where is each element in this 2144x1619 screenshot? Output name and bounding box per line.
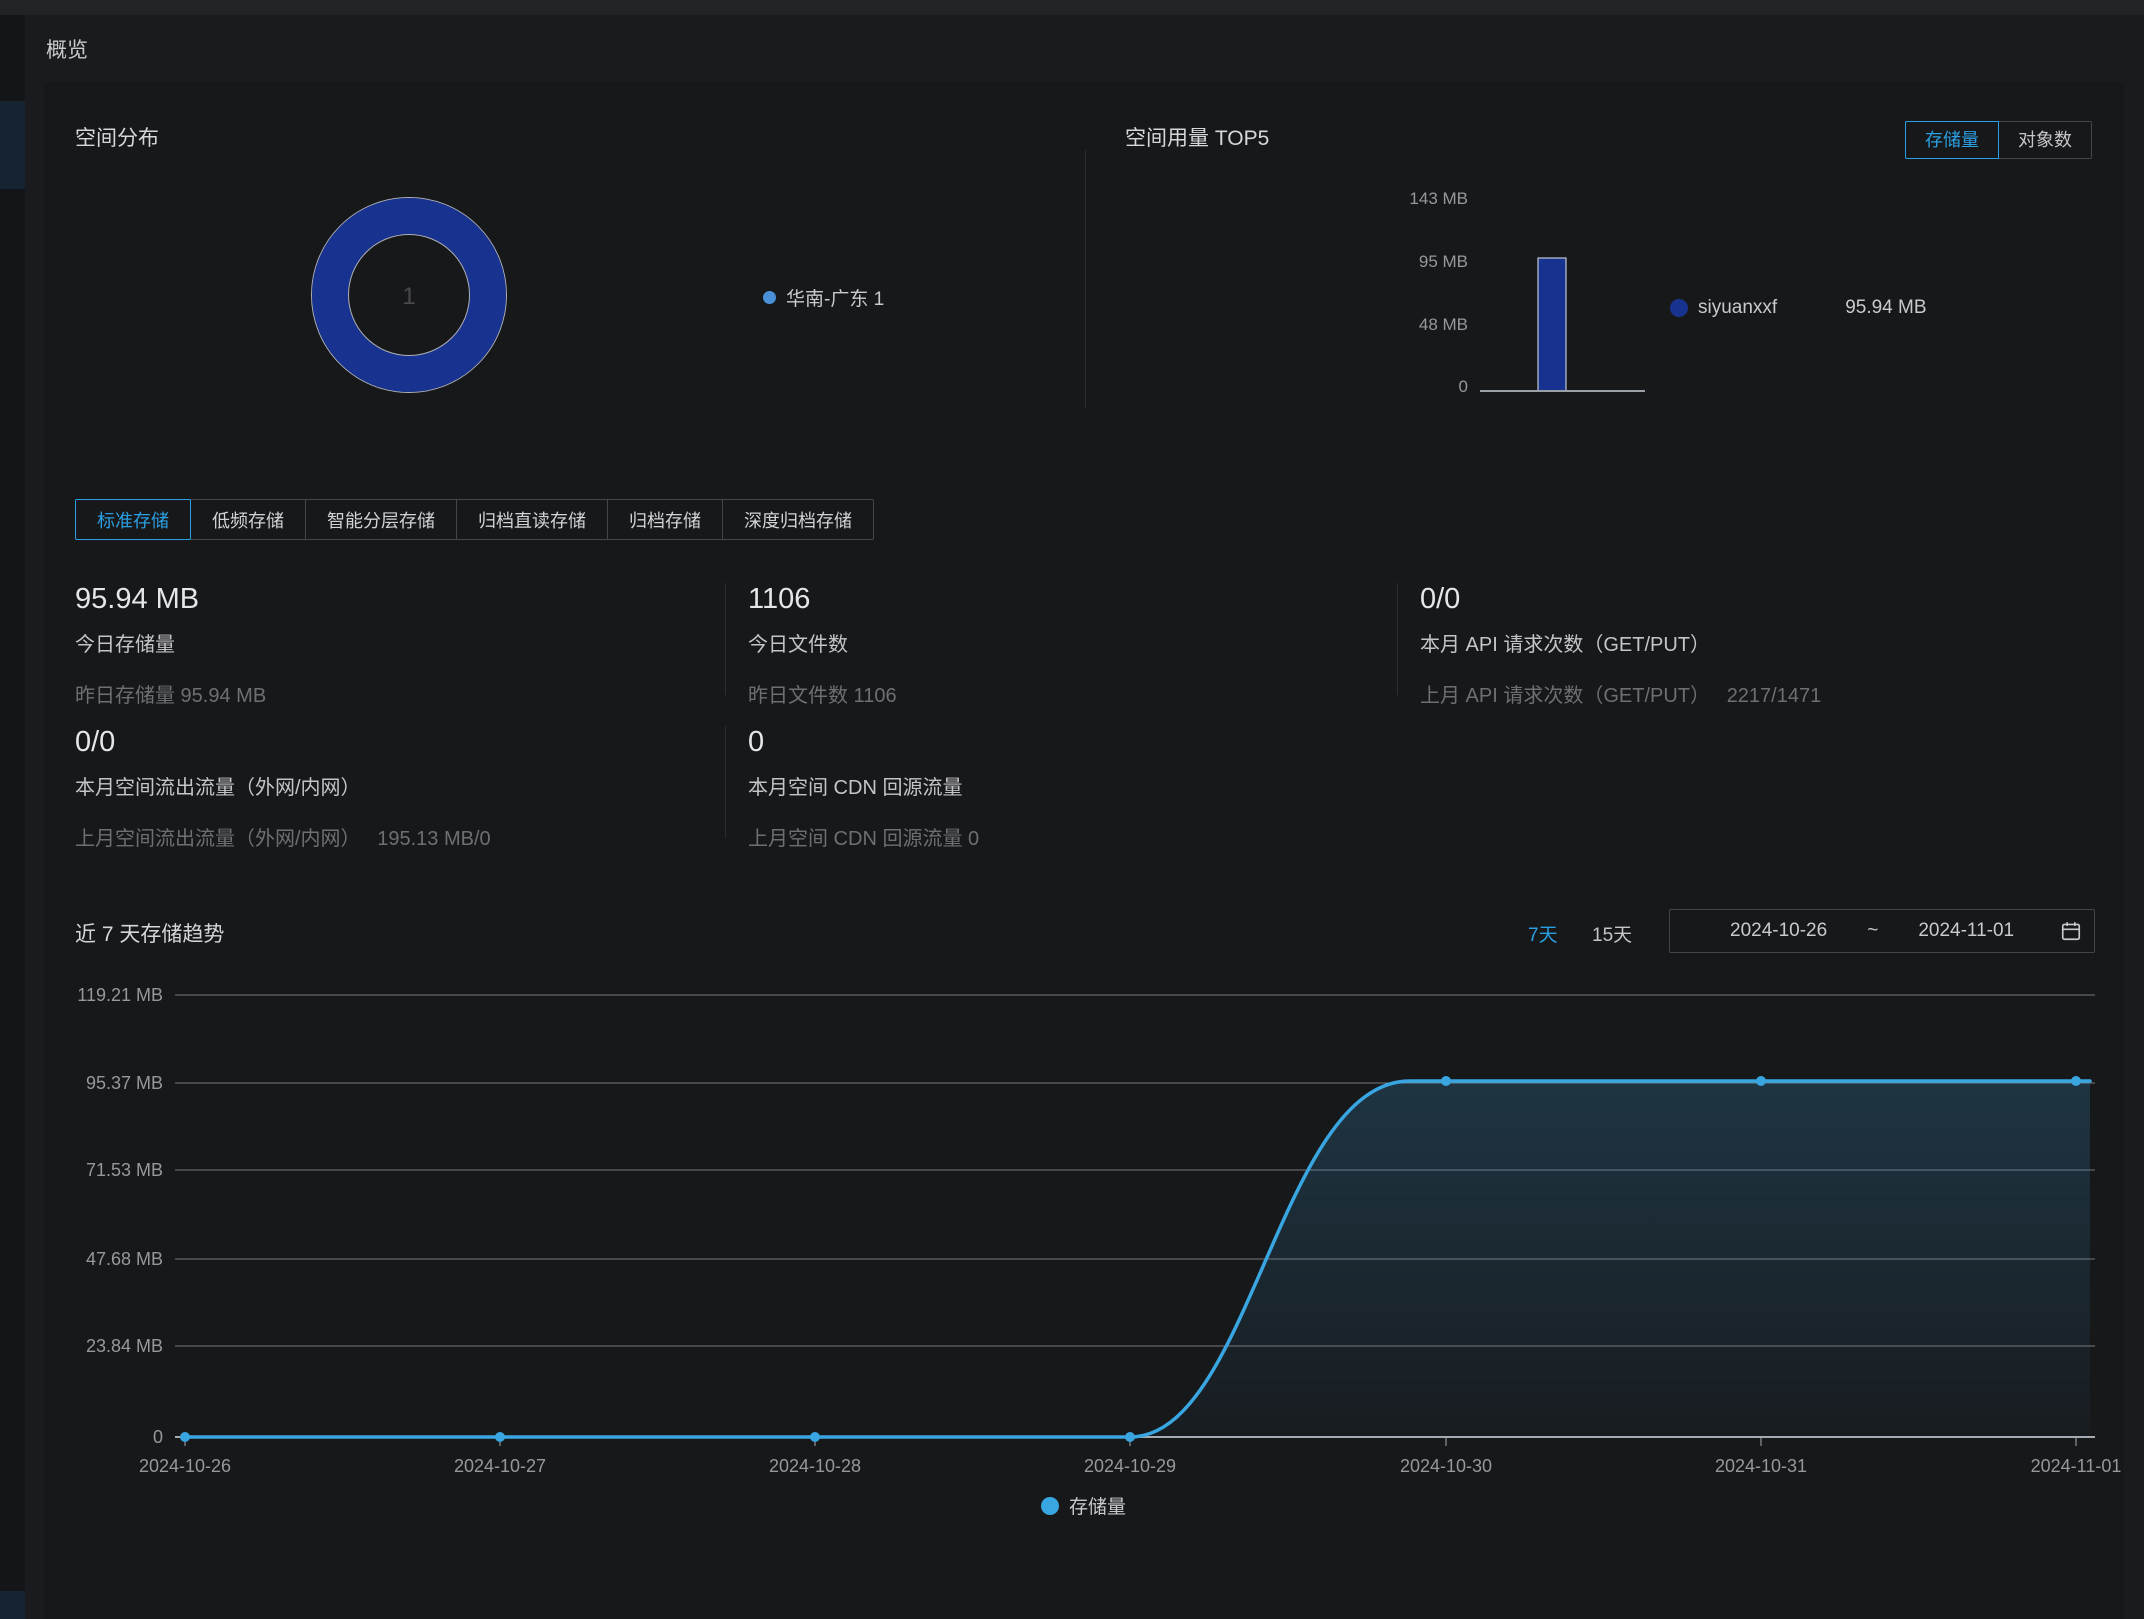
x-tick-label: 2024-10-26 — [139, 1456, 231, 1476]
stat-label: 本月空间流出流量（外网/内网） — [75, 777, 361, 799]
space-distribution-donut-chart: 1 — [311, 197, 507, 393]
space-top5-title: 空间用量 TOP5 — [1125, 127, 1270, 150]
date-end[interactable]: 2024-11-01 — [1918, 920, 2015, 941]
legend-dot-icon — [1041, 1496, 1059, 1515]
data-point-2024-11-01 — [2071, 1076, 2081, 1086]
stat-divider — [725, 583, 726, 695]
stat-value: 95.94 MB — [75, 583, 200, 615]
tab-infrequent-storage[interactable]: 低频存储 — [190, 499, 306, 540]
bar-y-tick-label: 95 MB — [1419, 252, 1468, 271]
legend-dot-icon — [1670, 299, 1688, 317]
stat-sub: 昨日存储量 95.94 MB — [75, 685, 267, 707]
bar-y-tick-label: 48 MB — [1419, 315, 1468, 334]
x-tick-label: 2024-10-29 — [1084, 1456, 1176, 1476]
data-point-2024-10-28 — [810, 1432, 820, 1442]
y-tick-label: 95.37 MB — [86, 1073, 163, 1093]
storage-trend-chart: 119.21 MB 95.37 MB 71.53 MB 47.68 MB 23.… — [77, 985, 2122, 1476]
y-tick-label: 0 — [153, 1427, 163, 1447]
trend-legend-item[interactable]: 存储量 — [1041, 1492, 1126, 1519]
stat-sub: 上月空间 CDN 回源流量 0 — [748, 828, 980, 850]
donut-inner-edge — [348, 234, 470, 356]
bar-y-tick-label: 0 — [1459, 377, 1468, 396]
trend-line — [183, 1079, 2092, 1439]
space-top5-bar-chart: 143 MB 95 MB 48 MB 0 — [1409, 189, 1645, 396]
data-point-2024-10-27 — [495, 1432, 505, 1442]
stat-cdn-origin-traffic: 0 本月空间 CDN 回源流量 上月空间 CDN 回源流量 0 — [748, 726, 979, 851]
stat-label: 今日文件数 — [748, 634, 848, 656]
stat-sub: 上月空间流出流量（外网/内网） 195.13 MB/0 — [75, 828, 491, 850]
stat-sub: 上月 API 请求次数（GET/PUT） 2217/1471 — [1420, 685, 1822, 707]
date-separator: ~ — [1867, 920, 1879, 941]
x-tick-label: 2024-10-28 — [769, 1456, 861, 1476]
range-15d-button[interactable]: 15天 — [1592, 920, 1632, 947]
stat-value: 0 — [748, 726, 765, 758]
panel-divider — [1085, 150, 1086, 408]
bar-siyuanxxf — [1537, 257, 1567, 392]
bar-y-tick-label: 143 MB — [1409, 189, 1468, 208]
trend-title: 近 7 天存储趋势 — [75, 923, 225, 946]
legend-label: 华南-广东 1 — [786, 289, 885, 310]
tab-archive-storage[interactable]: 归档存储 — [607, 499, 723, 540]
stat-outflow-traffic: 0/0 本月空间流出流量（外网/内网） 上月空间流出流量（外网/内网） 195.… — [75, 726, 491, 851]
stat-value: 0/0 — [75, 726, 116, 758]
overview-card: 空间分布 1 华南-广东 1 空间用量 TOP5 存储量 对象数 143 MB … — [44, 82, 2124, 1619]
donut-center-label: 1 — [402, 283, 415, 310]
x-tick-label: 2024-11-01 — [2031, 1456, 2122, 1476]
toggle-storage-button[interactable]: 存储量 — [1905, 121, 1999, 159]
stat-api-requests: 0/0 本月 API 请求次数（GET/PUT） 上月 API 请求次数（GET… — [1420, 583, 1821, 708]
stat-label: 本月空间 CDN 回源流量 — [748, 777, 963, 799]
trend-legend-label: 存储量 — [1069, 1497, 1127, 1518]
trend-area-fill — [1130, 1081, 2090, 1437]
stat-divider — [725, 726, 726, 838]
space-top5-legend-item[interactable]: siyuanxxf 95.94 MB — [1670, 297, 1927, 319]
range-7d-button[interactable]: 7天 — [1528, 920, 1558, 947]
space-distribution-title: 空间分布 — [75, 127, 159, 150]
stat-value: 0/0 — [1420, 583, 1461, 615]
stat-label: 今日存储量 — [75, 634, 175, 656]
legend-bucket-name: siyuanxxf — [1698, 297, 1778, 318]
top5-metric-toggle: 存储量 对象数 — [1905, 121, 2092, 159]
donut-outer-edge — [311, 197, 507, 393]
toggle-objects-button[interactable]: 对象数 — [1999, 121, 2092, 159]
calendar-icon[interactable] — [2060, 920, 2082, 942]
stat-divider — [1397, 583, 1398, 695]
stat-sub: 昨日文件数 1106 — [748, 685, 897, 707]
stat-label: 本月 API 请求次数（GET/PUT） — [1420, 634, 1711, 656]
y-tick-label: 71.53 MB — [86, 1160, 163, 1180]
x-tick-label: 2024-10-31 — [1715, 1456, 1807, 1476]
space-distribution-legend-item[interactable]: 华南-广东 1 — [763, 284, 884, 311]
sidebar-bottom-item[interactable] — [0, 1591, 25, 1619]
tab-deep-archive[interactable]: 深度归档存储 — [722, 499, 874, 540]
stat-today-storage: 95.94 MB 今日存储量 昨日存储量 95.94 MB — [75, 583, 266, 708]
data-point-2024-10-26 — [180, 1432, 190, 1442]
page-title: 概览 — [46, 39, 88, 62]
x-tick-label: 2024-10-27 — [454, 1456, 546, 1476]
y-tick-label: 47.68 MB — [86, 1249, 163, 1269]
legend-dot-icon — [763, 291, 776, 304]
storage-class-tabs: 标准存储 低频存储 智能分层存储 归档直读存储 归档存储 深度归档存储 — [75, 499, 874, 540]
tab-archive-direct-read[interactable]: 归档直读存储 — [456, 499, 608, 540]
data-point-2024-10-30 — [1441, 1076, 1451, 1086]
sidebar-active-item[interactable] — [0, 101, 25, 189]
top-strip — [0, 0, 2144, 15]
data-point-2024-10-29 — [1125, 1432, 1135, 1442]
date-range-picker[interactable]: 2024-10-26 ~ 2024-11-01 — [1669, 909, 2095, 953]
tab-standard-storage[interactable]: 标准存储 — [75, 499, 191, 540]
donut-ring — [312, 198, 506, 392]
y-tick-label: 23.84 MB — [86, 1336, 163, 1356]
tab-intelligent-tiering[interactable]: 智能分层存储 — [305, 499, 457, 540]
data-point-2024-10-31 — [1756, 1076, 1766, 1086]
date-start[interactable]: 2024-10-26 — [1730, 920, 1828, 941]
y-tick-label: 119.21 MB — [77, 985, 163, 1005]
stat-value: 1106 — [748, 583, 811, 615]
collapsed-sidebar[interactable] — [0, 15, 25, 1619]
stat-today-files: 1106 今日文件数 昨日文件数 1106 — [748, 583, 897, 708]
x-tick-label: 2024-10-30 — [1400, 1456, 1492, 1476]
legend-bucket-value: 95.94 MB — [1845, 297, 1927, 318]
